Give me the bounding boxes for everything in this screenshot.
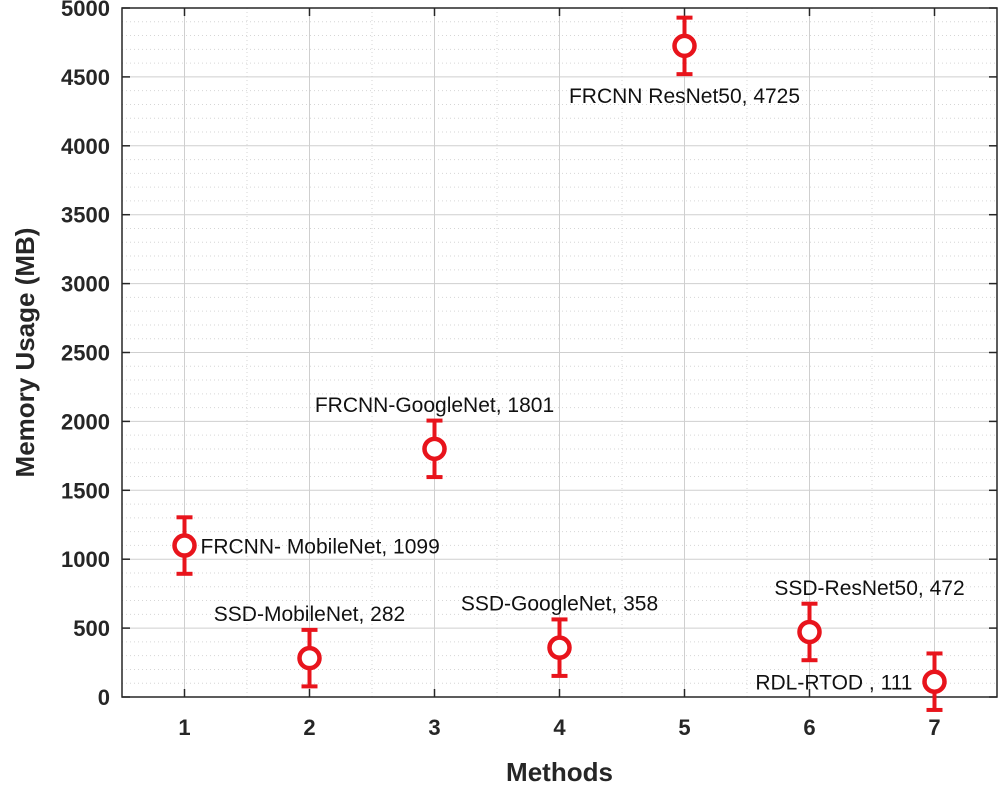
plot-frame — [121, 7, 998, 698]
data-label: SSD-MobileNet, 282 — [214, 603, 405, 626]
y-tick-label: 3000 — [61, 272, 110, 297]
data-point: FRCNN ResNet50, 4725 — [569, 15, 800, 108]
circle-marker — [172, 533, 197, 558]
y-tick-label: 2500 — [61, 341, 110, 366]
y-tick-label: 2000 — [61, 409, 110, 434]
circle-marker — [297, 645, 322, 671]
x-tick-label: 1 — [178, 715, 190, 740]
circle-marker — [547, 635, 572, 660]
circle-marker — [672, 33, 697, 59]
y-tick-label: 4000 — [61, 134, 110, 159]
x-tick-label: 3 — [428, 715, 440, 740]
data-point: SSD-GoogleNet, 358 — [461, 593, 658, 678]
y-tick-label: 3500 — [61, 203, 110, 228]
data-point: SSD-ResNet50, 472 — [774, 577, 965, 663]
data-point: FRCNN- MobileNet, 1099 — [172, 515, 440, 576]
data-label: SSD-GoogleNet, 358 — [461, 593, 658, 616]
data-point: FRCNN-GoogleNet, 1801 — [315, 394, 554, 480]
y-tick-label: 5000 — [61, 0, 110, 21]
y-tick-label: 0 — [98, 685, 110, 710]
circle-marker — [922, 669, 947, 694]
x-tick-label: 6 — [803, 715, 815, 740]
data-point: SSD-MobileNet, 282 — [214, 603, 405, 689]
data-label: RDL-RTOD , 111 — [755, 672, 912, 695]
x-axis-label: Methods — [506, 757, 613, 787]
y-axis-label: Memory Usage (MB) — [10, 228, 40, 478]
circle-marker — [797, 619, 822, 645]
x-tick-label: 5 — [678, 715, 690, 740]
y-tick-label: 1000 — [61, 547, 110, 572]
y-tick-label: 4500 — [61, 65, 110, 90]
data-label: FRCNN-GoogleNet, 1801 — [315, 394, 554, 417]
data-points: FRCNN- MobileNet, 1099 SSD-MobileNet, 282… — [172, 15, 965, 712]
data-point: RDL-RTOD , 111 — [755, 651, 947, 712]
y-tick-label: 500 — [73, 616, 110, 641]
x-tick-label: 7 — [928, 715, 940, 740]
data-label: FRCNN- MobileNet, 1099 — [201, 536, 440, 559]
data-label: SSD-ResNet50, 472 — [774, 577, 964, 600]
data-label: FRCNN ResNet50, 4725 — [569, 85, 800, 108]
x-tick-label: 4 — [553, 715, 566, 740]
circle-marker — [422, 436, 447, 462]
x-tick-label: 2 — [303, 715, 315, 740]
y-tick-label: 1500 — [61, 478, 110, 503]
axis-ticks: 0 500 1000 1500 2000 2500 3000 3500 4000 4500 5000… — [61, 0, 997, 740]
